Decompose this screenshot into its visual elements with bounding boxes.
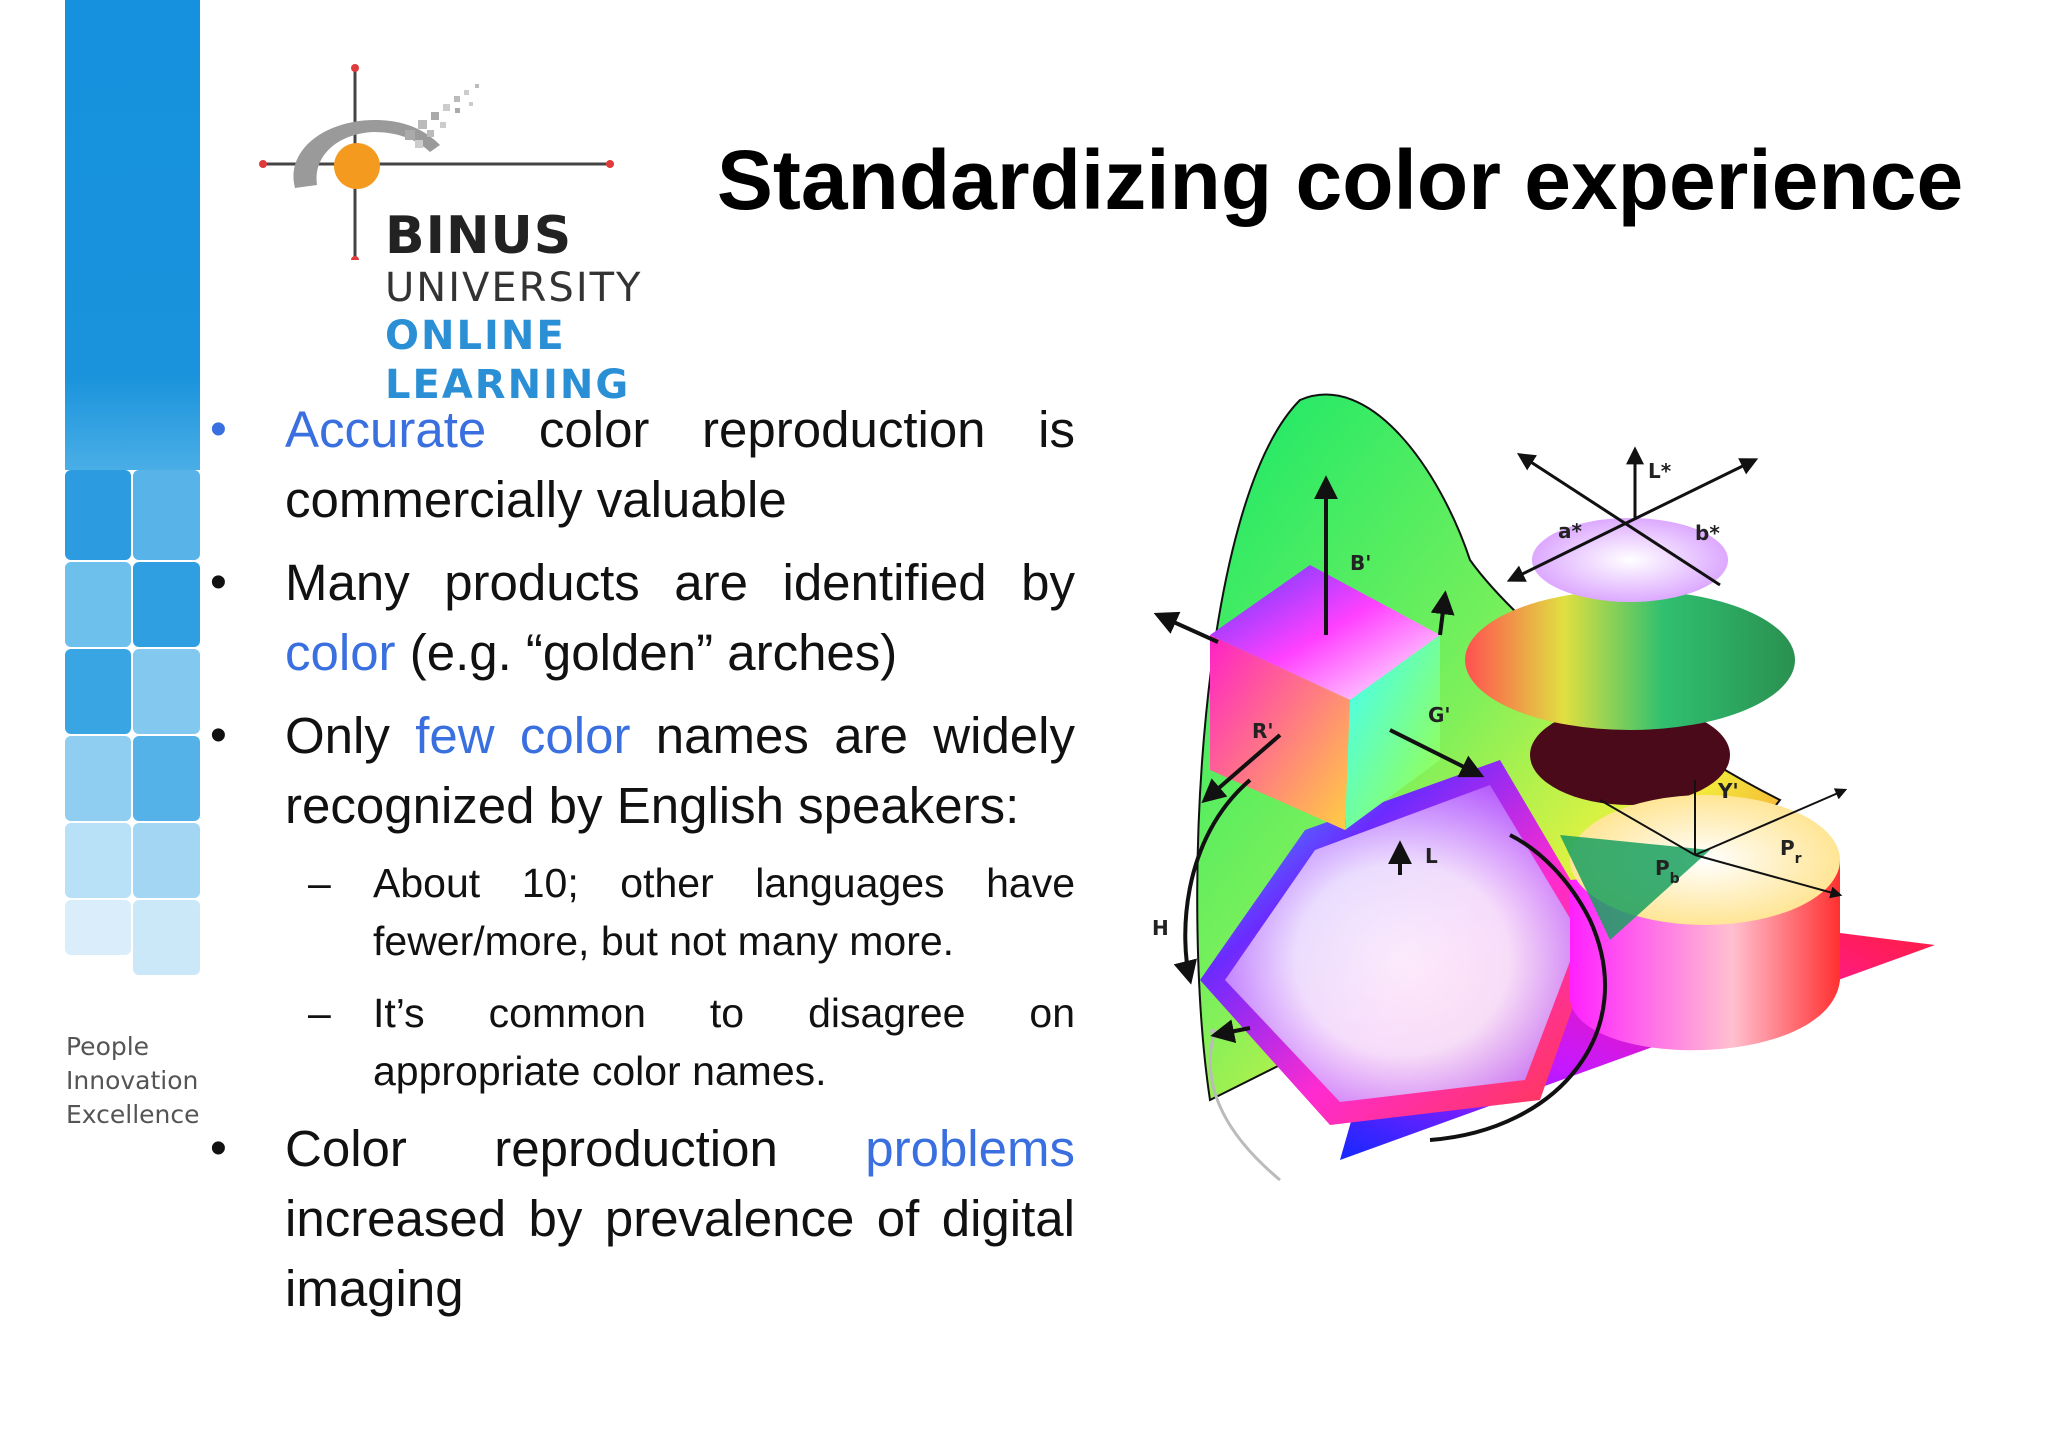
disk-middle xyxy=(1465,590,1795,730)
label-b-prime: B' xyxy=(1350,551,1371,575)
label-l: L xyxy=(1425,844,1438,868)
label-h: H xyxy=(1152,916,1169,940)
sub-bullet-marker: – xyxy=(308,990,331,1036)
label-l-star: L* xyxy=(1648,459,1672,483)
label-pr-main: P xyxy=(1780,836,1795,860)
decorative-strip xyxy=(65,0,200,980)
strip-cell xyxy=(65,823,131,898)
highlight-text: color xyxy=(285,624,396,681)
highlight-text: problems xyxy=(865,1120,1075,1177)
hexagon-face xyxy=(1225,785,1580,1102)
strip-cell xyxy=(65,649,131,734)
bullet-list: • Accurate color reproduction is commerc… xyxy=(200,395,1075,1337)
bullet-marker: • xyxy=(210,556,227,609)
strip-cell xyxy=(65,470,131,560)
strip-cell xyxy=(133,823,200,898)
bullet-text: Many products are identified by xyxy=(285,554,1075,611)
bullet-text: Only xyxy=(285,707,416,764)
bullet-text: increased by prevalence of digital imagi… xyxy=(285,1190,1075,1317)
strip-cell xyxy=(65,736,131,821)
label-g-prime: G' xyxy=(1428,703,1451,727)
label-pr: Pr xyxy=(1780,836,1802,867)
bullet-text: Color reproduction xyxy=(285,1120,866,1177)
bullet-marker: • xyxy=(210,709,227,762)
sub-bullet-item: – About 10; other languages have fewer/m… xyxy=(200,854,1075,970)
disk-bottom xyxy=(1530,705,1730,805)
strip-cell xyxy=(65,562,131,647)
tagline-line: People xyxy=(66,1032,150,1061)
highlight-text: few color xyxy=(415,707,631,764)
logo-text-binus: BINUS xyxy=(385,206,573,266)
rgb-cube-left xyxy=(1210,635,1350,830)
bullet-item: • Color reproduction problems increased … xyxy=(200,1114,1075,1324)
strip-cell xyxy=(65,900,131,955)
sub-bullet-marker: – xyxy=(308,860,331,906)
bullet-item: • Many products are identified by color … xyxy=(200,548,1075,688)
strip-solid xyxy=(65,0,200,470)
sub-bullet-item: – It’s common to disagree on appropriate… xyxy=(200,984,1075,1100)
bullet-text: names are widely recognized by English s… xyxy=(285,707,1075,834)
bullet-item: • Accurate color reproduction is commerc… xyxy=(200,395,1075,535)
bullet-marker: • xyxy=(210,403,227,456)
binus-logo: BINUS UNIVERSITY ONLINE LEARNING xyxy=(255,60,655,410)
color-space-diagram: B' R' G' L H a* b* L* Y' Pb Pr xyxy=(1152,393,1935,1182)
bullet-marker: • xyxy=(210,1122,227,1175)
strip-cell xyxy=(133,736,200,821)
bullet-text: (e.g. “golden” arches) xyxy=(395,624,898,681)
hue-arc xyxy=(1173,778,1252,985)
cylinder-wedge xyxy=(1560,835,1710,940)
strip-cell xyxy=(133,900,200,975)
logo-text-learning: LEARNING xyxy=(385,362,631,408)
sub-bullet-text: It’s common to disagree on appropriate c… xyxy=(373,990,1075,1094)
slide-title: Standardizing color experience xyxy=(716,133,1964,227)
strip-cell xyxy=(133,562,200,647)
label-pb-sub: b xyxy=(1670,871,1680,887)
strip-cell xyxy=(133,649,200,734)
tagline-line: Excellence xyxy=(66,1100,200,1129)
label-pb-main: P xyxy=(1655,856,1670,880)
label-r-prime: R' xyxy=(1252,719,1274,743)
label-a-star: a* xyxy=(1558,519,1582,543)
label-pr-sub: r xyxy=(1795,851,1802,867)
bullet-text: color reproduction is commercially valua… xyxy=(285,401,1075,528)
highlight-text: Accurate xyxy=(285,401,487,458)
label-pb: Pb xyxy=(1655,856,1680,887)
bullet-item: • Only few color names are widely recogn… xyxy=(200,701,1075,841)
tagline-line: Innovation xyxy=(66,1066,199,1095)
sub-bullet-text: About 10; other languages have fewer/mor… xyxy=(373,860,1075,964)
label-b-star: b* xyxy=(1695,521,1720,545)
tagline: People Innovation Excellence xyxy=(66,1030,200,1132)
logo-text-university: UNIVERSITY xyxy=(385,265,643,311)
logo-text-online: ONLINE xyxy=(385,313,566,359)
hue-arc-bottom xyxy=(1429,833,1608,1142)
strip-cell xyxy=(133,470,200,560)
logo-emblem xyxy=(259,64,614,260)
label-y-prime: Y' xyxy=(1717,779,1739,803)
